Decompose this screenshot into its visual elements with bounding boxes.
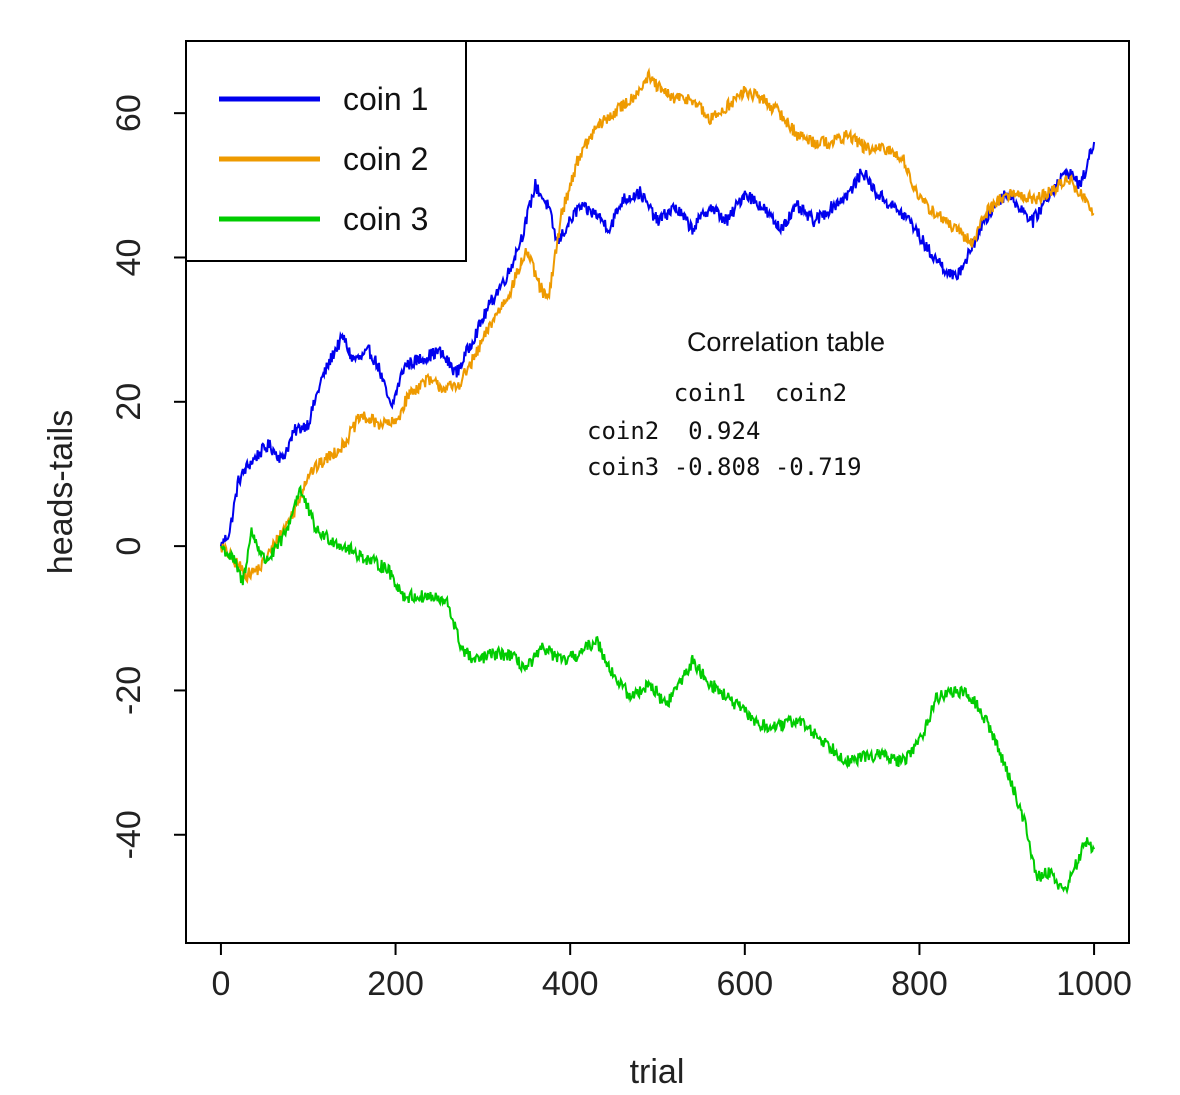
x-axis: 0 200 400 600 800 1000 — [211, 942, 1132, 1003]
x-tick-label: 800 — [891, 965, 948, 1003]
y-tick-label: -40 — [110, 810, 148, 859]
correlation-row-coin2: coin2 0.924 — [587, 417, 760, 445]
y-tick-label: 20 — [110, 383, 148, 421]
series-line-coin-2 — [219, 67, 1095, 585]
y-axis-label: heads-tails — [42, 410, 80, 574]
y-axis: -40 -20 0 20 40 60 — [110, 94, 187, 859]
y-tick-label: 40 — [110, 239, 148, 277]
y-tick-label: 0 — [110, 537, 148, 556]
series-layer — [219, 67, 1096, 895]
legend-label-coin-3: coin 3 — [343, 201, 428, 237]
correlation-table: Correlation table coin1 coin2 coin2 0.92… — [587, 327, 885, 481]
series-line-coin-1 — [219, 141, 1096, 548]
correlation-row-coin3: coin3 -0.808 -0.719 — [587, 453, 862, 481]
x-axis-label: trial — [630, 1053, 685, 1091]
x-tick-label: 200 — [367, 965, 424, 1003]
series-line-coin-3 — [220, 484, 1096, 895]
correlation-header: coin1 coin2 — [587, 379, 847, 407]
y-tick-label: 60 — [110, 94, 148, 132]
legend-label-coin-1: coin 1 — [343, 81, 428, 117]
x-tick-label: 0 — [211, 965, 230, 1003]
x-tick-label: 1000 — [1056, 965, 1132, 1003]
x-tick-label: 400 — [542, 965, 599, 1003]
legend-label-coin-2: coin 2 — [343, 141, 428, 177]
x-tick-label: 600 — [716, 965, 773, 1003]
legend-box — [185, 40, 467, 262]
correlation-title: Correlation table — [687, 327, 885, 357]
y-tick-label: -20 — [110, 666, 148, 715]
legend: coin 1 coin 2 coin 3 — [185, 40, 467, 262]
